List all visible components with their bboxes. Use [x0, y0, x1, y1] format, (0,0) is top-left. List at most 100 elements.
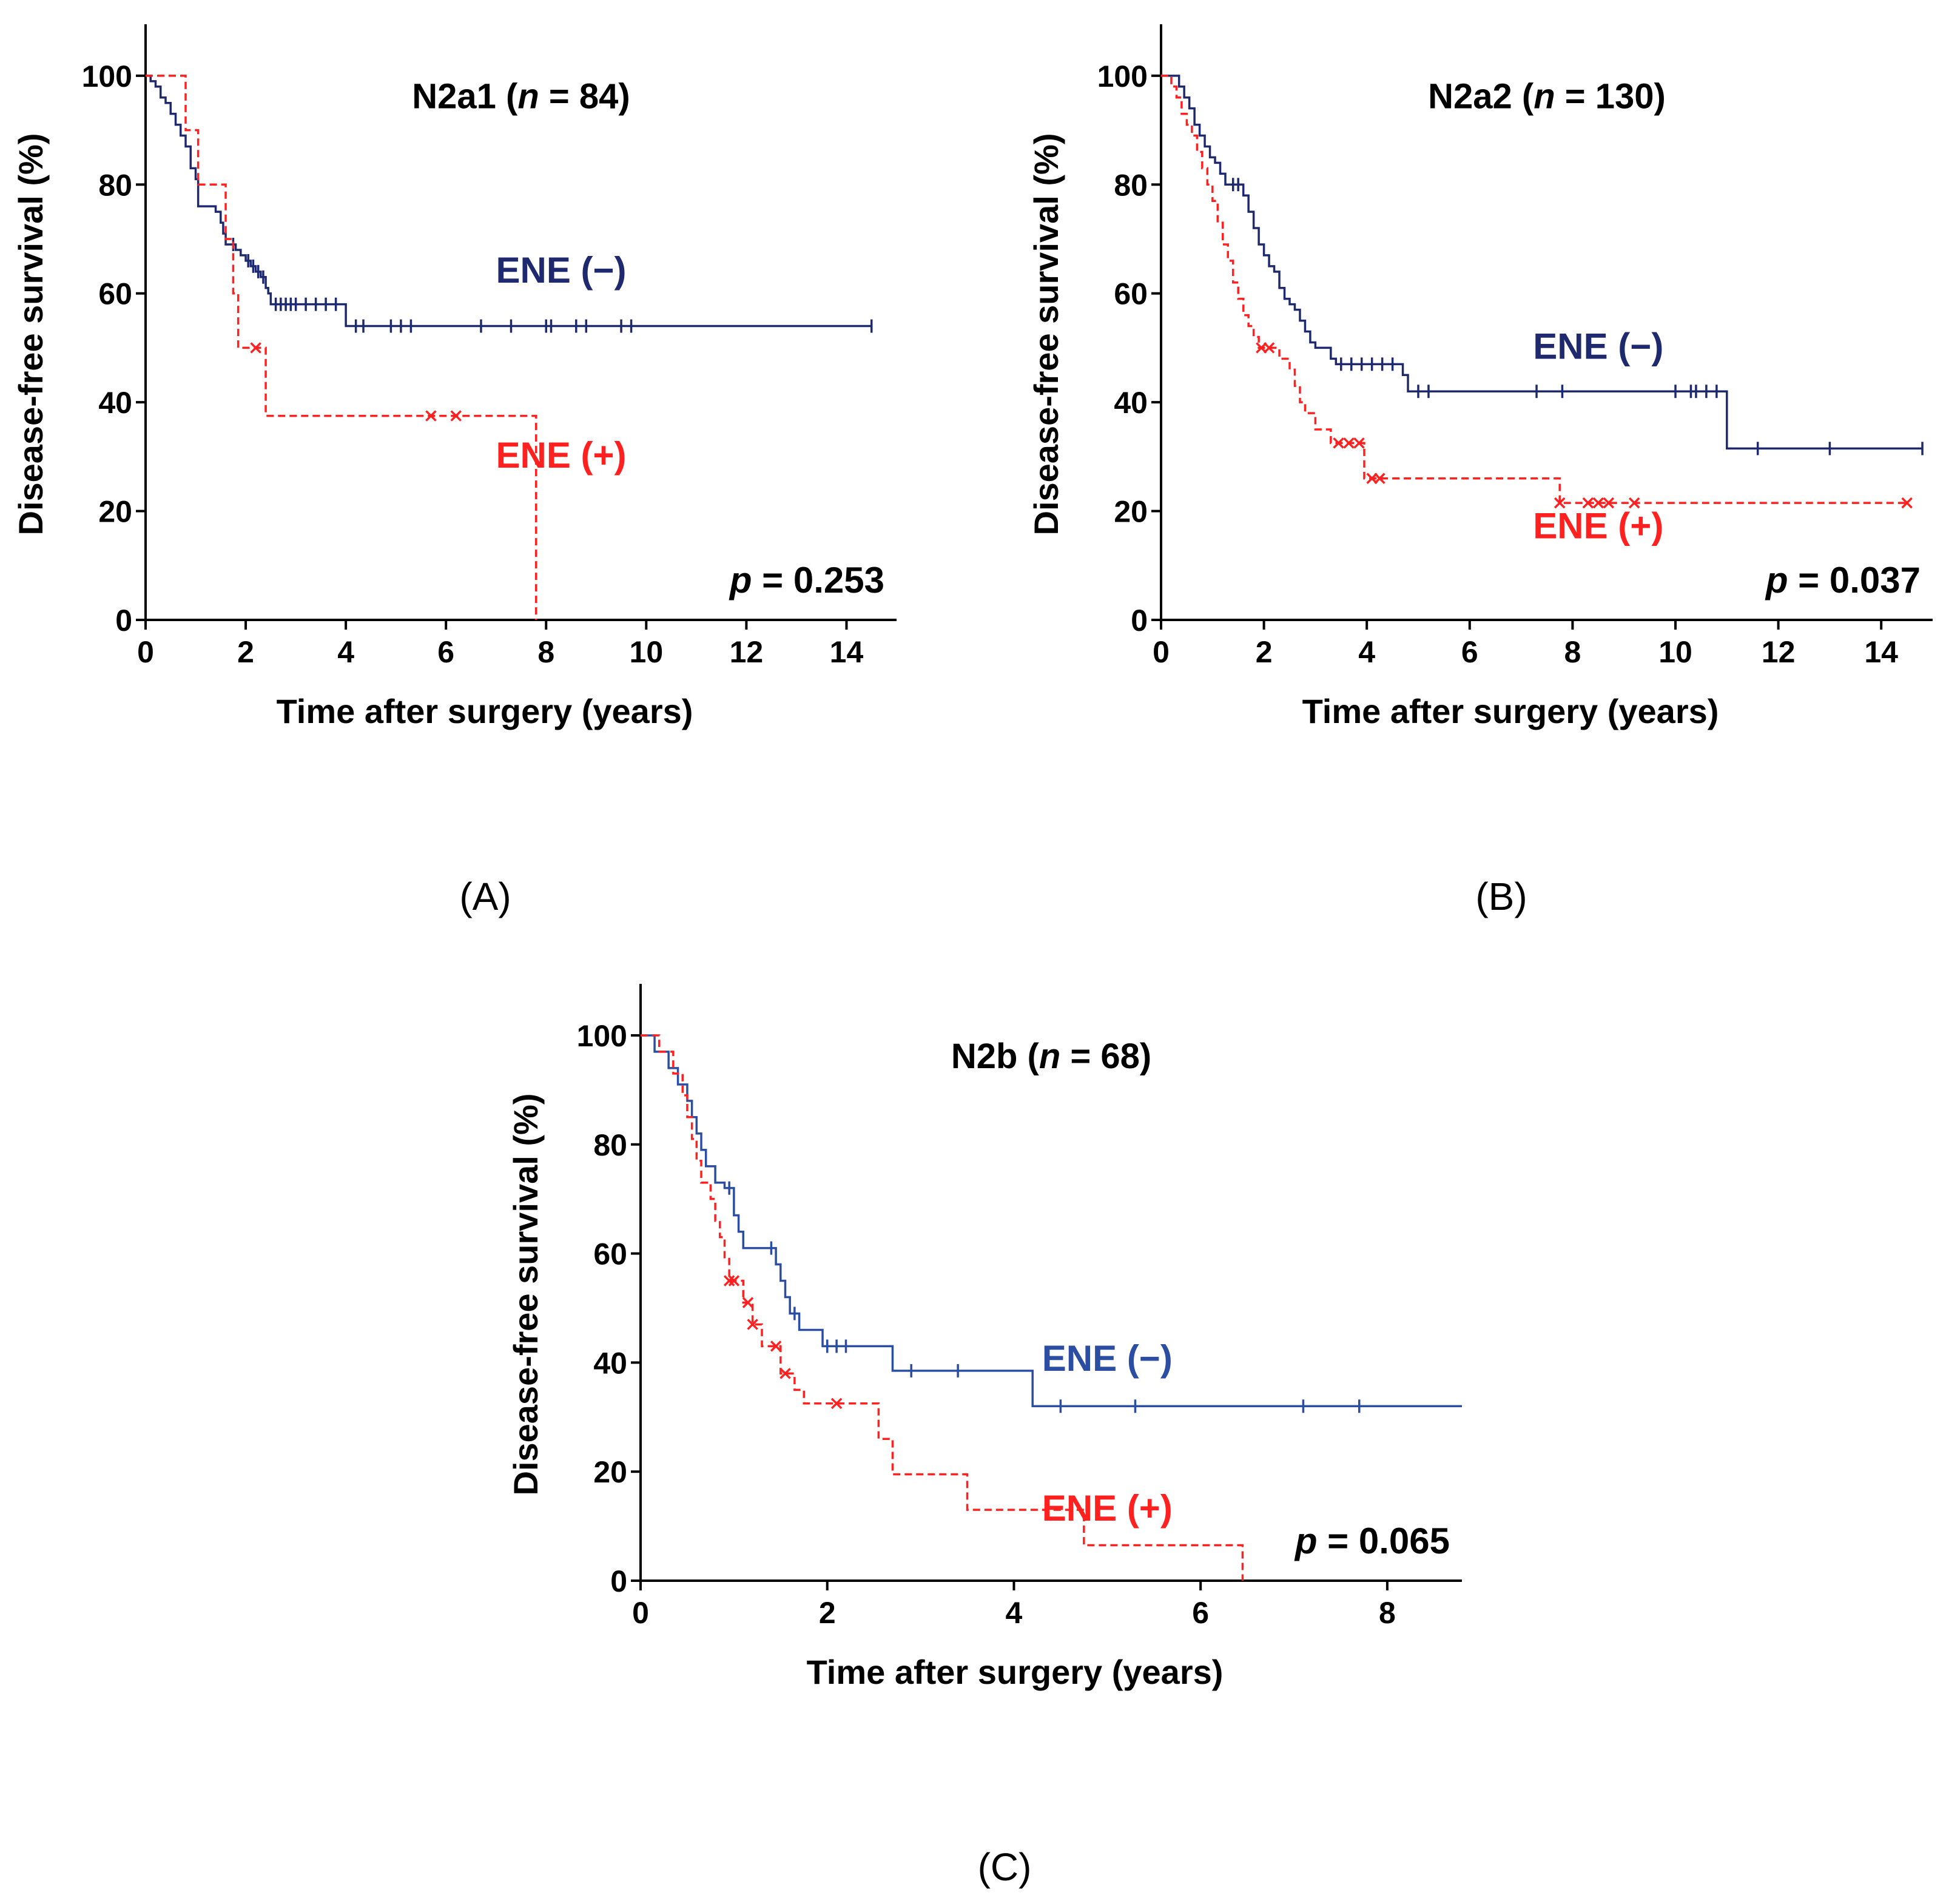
panel-title-n: n: [1039, 1037, 1060, 1076]
censor-x-stroke: [742, 1297, 754, 1308]
panel-title: N2b (n = 68): [951, 1037, 1151, 1076]
ene-positive-censor-x: [1343, 437, 1355, 449]
ene-positive-survival-curve: [641, 1034, 1244, 1581]
x-tick-label: 4: [1358, 635, 1375, 669]
ene-positive-censor-x: [1353, 437, 1365, 449]
x-tick-label: 0: [632, 1596, 649, 1630]
y-tick-label: 0: [115, 604, 132, 637]
x-tick-label: 8: [537, 635, 554, 669]
ene-positive-censor-x: [770, 1341, 782, 1352]
censor-x-stroke: [1333, 437, 1344, 449]
ene-positive-label: ENE (+): [496, 435, 627, 476]
p-value-label: p = 0.253: [729, 560, 884, 600]
ene-positive-censor-x: [1582, 497, 1594, 509]
x-tick-label: 6: [437, 635, 454, 669]
p-value-symbol: p: [729, 560, 752, 600]
panel-title-n: n: [517, 77, 539, 116]
ene-positive-censor-x: [723, 1275, 735, 1287]
ene-positive-censor-x: [1374, 473, 1385, 484]
panel-caption: (B): [1475, 875, 1527, 918]
x-tick-label: 12: [1762, 635, 1796, 669]
p-value-symbol: p: [1765, 560, 1788, 600]
ene-positive-censor-x: [830, 1398, 843, 1410]
ene-positive-label: ENE (+): [1533, 505, 1663, 546]
ene-positive-censor-x: [450, 410, 462, 422]
ene-positive-censor-x: [425, 410, 437, 422]
x-tick-label: 8: [1379, 1596, 1396, 1630]
y-tick-label: 60: [98, 277, 132, 311]
ene-positive-label: ENE (+): [1042, 1488, 1173, 1529]
y-tick-label: 20: [98, 495, 132, 529]
y-axis-title: Disease-free survival (%): [12, 133, 50, 535]
censor-x-stroke: [747, 1319, 758, 1330]
ene-negative-label: ENE (−): [1042, 1338, 1173, 1379]
p-value-text: = 0.037: [1788, 560, 1921, 600]
x-tick-label: 4: [1006, 1596, 1023, 1630]
chart-panel-b: 0 2 4 6 8 10 12 14 0 20 40 60 80 100 Time after surger…: [1027, 24, 1933, 918]
y-tick-label: 100: [1097, 59, 1148, 93]
y-tick-label: 80: [1114, 168, 1148, 202]
y-axis-title: Disease-free survival (%): [507, 1093, 545, 1495]
ene-positive-censor-x: [1901, 497, 1913, 509]
y-tick-label: 100: [577, 1019, 627, 1053]
x-tick-label: 14: [830, 635, 864, 669]
censor-x-stroke: [723, 1275, 735, 1287]
ene-negative-survival-curve: [641, 1034, 1462, 1408]
panel-title-suffix: = 68): [1060, 1037, 1151, 1076]
ene-positive-censor-x: [747, 1319, 758, 1330]
x-tick-label: 0: [1153, 635, 1170, 669]
p-value-symbol: p: [1294, 1521, 1318, 1561]
ene-positive-censor-x: [1554, 497, 1566, 509]
ene-positive-censor-x: [1628, 497, 1640, 509]
p-value-label: p = 0.037: [1765, 560, 1921, 600]
p-value-text: = 0.065: [1317, 1521, 1450, 1561]
censor-x-stroke: [425, 410, 437, 422]
censor-x-stroke: [450, 410, 462, 422]
x-axis-title: Time after surgery (years): [1302, 692, 1719, 730]
x-tick-label: 12: [730, 635, 764, 669]
x-tick-label: 2: [237, 635, 254, 669]
censor-x-stroke: [250, 342, 261, 354]
chart-panel-a: 0 2 4 6 8 10 12 14 0 20 40 60 80 100 Time after surger…: [12, 24, 897, 918]
x-tick-label: 0: [137, 635, 154, 669]
y-tick-label: 0: [1131, 604, 1148, 637]
x-tick-label: 14: [1864, 635, 1898, 669]
y-tick-label: 40: [593, 1346, 627, 1380]
ene-positive-censor-x: [742, 1297, 754, 1308]
censor-x-stroke: [1592, 497, 1604, 509]
panel-title: N2a2 (n = 130): [1428, 77, 1666, 116]
y-tick-label: 0: [610, 1564, 627, 1598]
censor-x-stroke: [1554, 497, 1566, 509]
panel-title-prefix: N2a1 (: [412, 77, 518, 116]
y-tick-label: 40: [1114, 386, 1148, 420]
ene-negative-survival-curve: [1161, 75, 1923, 450]
x-tick-label: 2: [819, 1596, 836, 1630]
x-tick-label: 6: [1192, 1596, 1209, 1630]
x-axis-title: Time after surgery (years): [807, 1653, 1224, 1691]
panel-title-prefix: N2b (: [951, 1037, 1040, 1076]
x-tick-label: 10: [1658, 635, 1692, 669]
y-tick-label: 20: [593, 1455, 627, 1489]
panel-title: N2a1 (n = 84): [412, 77, 630, 116]
censor-x-stroke: [1343, 437, 1355, 449]
panel-caption: (A): [459, 875, 511, 918]
p-value-text: = 0.253: [752, 560, 884, 600]
ene-positive-censor-x: [1263, 342, 1275, 354]
x-tick-label: 6: [1461, 635, 1478, 669]
censor-x-stroke: [770, 1341, 782, 1352]
y-tick-label: 60: [1114, 277, 1148, 311]
x-tick-label: 2: [1256, 635, 1273, 669]
x-tick-label: 10: [630, 635, 664, 669]
censor-x-stroke: [1353, 437, 1365, 449]
ene-positive-censor-x: [1592, 497, 1604, 509]
ene-positive-censor-x: [1603, 497, 1614, 509]
ene-positive-censor-x: [779, 1368, 791, 1379]
censor-x-stroke: [1582, 497, 1594, 509]
censor-x-stroke: [1603, 497, 1614, 509]
panel-title-suffix: = 130): [1555, 77, 1666, 116]
panel-title-suffix: = 84): [539, 77, 630, 116]
y-tick-label: 80: [98, 168, 132, 202]
censor-x-stroke: [779, 1368, 791, 1379]
